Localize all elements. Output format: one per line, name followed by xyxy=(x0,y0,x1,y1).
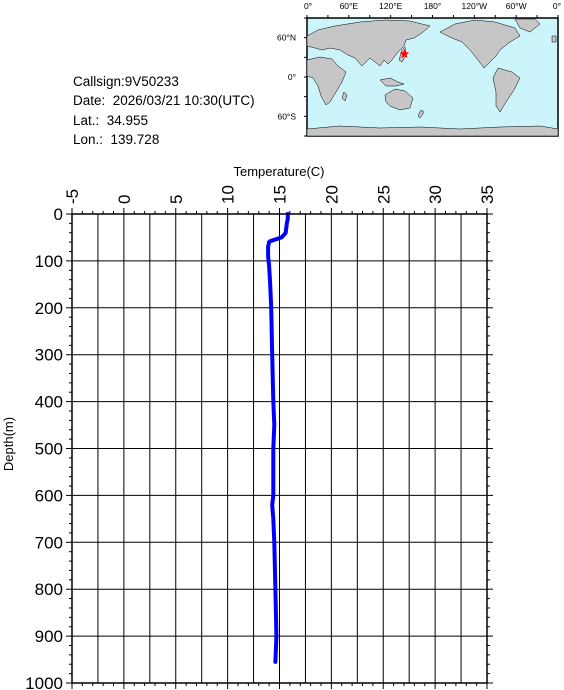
callsign-text: Callsign:9V50233 xyxy=(73,74,179,89)
x-axis-label: Temperature(C) xyxy=(233,164,324,179)
temperature-profile-line xyxy=(266,212,290,664)
x-tick-label: -5 xyxy=(63,189,82,204)
y-tick-label: 0 xyxy=(54,205,63,224)
y-tick-label: 900 xyxy=(35,627,63,646)
y-tick-labels: 0 100 200 300 400 500 600 700 800 900 1000 xyxy=(25,205,63,690)
y-tick-label: 200 xyxy=(35,299,63,318)
x-tick-label: 10 xyxy=(219,185,238,204)
station-marker-star xyxy=(399,49,410,59)
y-tick-label: 700 xyxy=(35,533,63,552)
x-tick-label: 15 xyxy=(271,185,290,204)
map-frame-ticks xyxy=(304,15,559,137)
x-tick-labels: -5 0 5 10 15 20 25 30 35 xyxy=(63,185,497,204)
y-tick-label: 1000 xyxy=(25,674,63,690)
map-labels: 0° 60°E 120°E 180° 120°W 60°W 0° 60°N 0° 60°S xyxy=(277,1,561,121)
x-tick-label: 30 xyxy=(426,185,445,204)
plot-frame xyxy=(71,213,488,684)
y-tick-label: 600 xyxy=(35,486,63,505)
map-lon-label: 0° xyxy=(553,1,561,11)
x-tick-label: 5 xyxy=(167,195,186,204)
y-tick-label: 300 xyxy=(35,346,63,365)
y-tick-label: 800 xyxy=(35,580,63,599)
map-lat-label: 60°S xyxy=(277,111,296,121)
map-lat-label: 0° xyxy=(288,72,296,82)
map-land xyxy=(306,18,559,137)
x-tick-label: 25 xyxy=(374,185,393,204)
map-lon-label: 0° xyxy=(304,1,312,11)
x-tick-label: 20 xyxy=(322,185,341,204)
map-lon-label: 60°W xyxy=(506,1,527,11)
longitude-text: Lon.: 139.728 xyxy=(73,131,160,147)
station-info: Callsign:9V50233 Date: 2026/03/21 10:30(… xyxy=(73,72,255,149)
y-tick-label: 100 xyxy=(35,252,63,271)
y-tick-label: 400 xyxy=(35,393,63,412)
map-lon-label: 180° xyxy=(424,1,442,11)
x-tick-label: 0 xyxy=(115,195,134,204)
map-lon-label: 120°W xyxy=(462,1,488,11)
y-tick-label: 500 xyxy=(35,440,63,459)
map-lon-label: 60°E xyxy=(340,1,359,11)
date-text: Date: 2026/03/21 10:30(UTC) xyxy=(73,93,255,109)
map-lat-label: 60°N xyxy=(277,33,296,43)
y-axis-label: Depth(m) xyxy=(1,417,16,471)
chart-grid xyxy=(72,214,487,683)
latitude-text: Lat.: 34.955 xyxy=(73,112,149,128)
map-lon-label: 120°E xyxy=(379,1,403,11)
x-tick-label: 35 xyxy=(478,185,497,204)
